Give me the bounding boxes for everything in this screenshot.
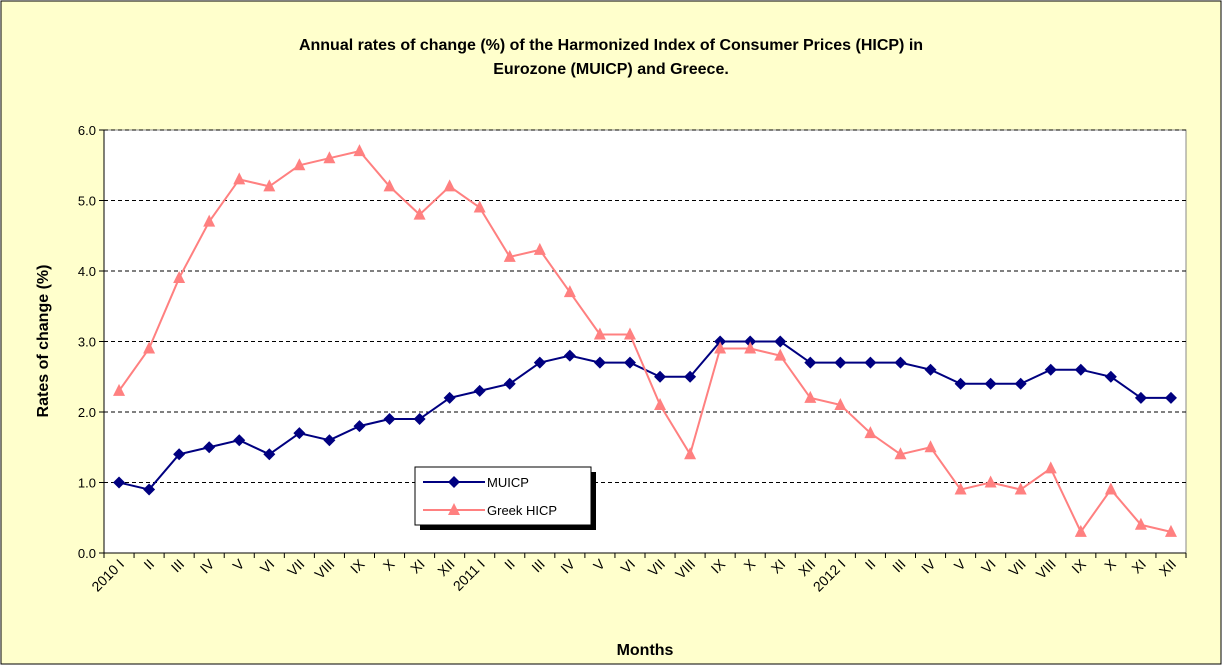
data-point	[1164, 524, 1177, 537]
data-point	[383, 413, 396, 426]
data-point	[1074, 363, 1087, 376]
data-point	[804, 356, 817, 369]
data-point	[383, 179, 396, 192]
data-point	[413, 413, 426, 426]
data-point	[503, 249, 516, 262]
data-point	[143, 341, 156, 354]
data-point	[1164, 391, 1177, 404]
data-point	[293, 427, 306, 440]
data-point	[1074, 524, 1087, 537]
data-point	[774, 348, 787, 361]
data-point	[1134, 391, 1147, 404]
data-point	[443, 391, 456, 404]
data-point	[113, 476, 126, 489]
data-point	[323, 434, 336, 447]
data-point	[864, 426, 877, 439]
data-point	[203, 441, 216, 454]
data-point	[113, 383, 126, 396]
data-point	[954, 482, 967, 495]
data-point	[744, 335, 757, 348]
y-tick-label: 6.0	[78, 123, 96, 138]
data-point	[503, 377, 516, 390]
data-point	[954, 377, 967, 390]
x-axis-label: Months	[617, 642, 674, 659]
data-point	[353, 144, 366, 157]
data-point	[263, 179, 276, 192]
y-tick-label: 5.0	[78, 194, 96, 209]
data-point	[984, 475, 997, 488]
legend-marker	[448, 476, 460, 488]
data-point	[834, 397, 847, 410]
data-point	[654, 397, 667, 410]
data-point	[593, 327, 606, 340]
data-point	[563, 285, 576, 298]
data-point	[714, 335, 727, 348]
data-point	[323, 151, 336, 164]
data-point	[233, 434, 246, 447]
data-point	[864, 356, 877, 369]
data-point	[473, 384, 486, 397]
data-point	[173, 448, 186, 461]
data-point	[714, 341, 727, 354]
data-point	[593, 356, 606, 369]
y-tick-label: 2.0	[78, 405, 96, 420]
y-tick-label: 4.0	[78, 264, 96, 279]
data-point	[1134, 517, 1147, 530]
data-point	[984, 377, 997, 390]
data-point	[894, 356, 907, 369]
data-point	[353, 420, 366, 433]
data-point	[263, 448, 276, 461]
data-point	[203, 214, 216, 227]
data-point	[473, 200, 486, 213]
data-point	[894, 447, 907, 460]
data-point	[533, 242, 546, 255]
data-point	[173, 271, 186, 284]
data-point	[413, 207, 426, 220]
y-tick-label: 1.0	[78, 476, 96, 491]
data-point	[443, 179, 456, 192]
data-point	[1014, 482, 1027, 495]
data-point	[654, 370, 667, 383]
legend-marker	[448, 503, 460, 515]
legend	[414, 466, 592, 526]
data-point	[563, 349, 576, 362]
data-point	[623, 356, 636, 369]
y-axis-label: Rates of change (%)	[35, 265, 52, 418]
data-point	[1104, 370, 1117, 383]
data-point	[1044, 363, 1057, 376]
data-point	[774, 335, 787, 348]
data-point	[744, 341, 757, 354]
data-point	[293, 158, 306, 171]
chart-title: Annual rates of change (%) of the Harmon…	[298, 37, 924, 78]
data-point	[1014, 377, 1027, 390]
y-tick-label: 3.0	[78, 335, 96, 350]
data-point	[533, 356, 546, 369]
data-point	[684, 370, 697, 383]
data-point	[143, 483, 156, 496]
legend-label: MUICP	[487, 475, 529, 490]
data-point	[834, 356, 847, 369]
legend-label: Greek HICP	[487, 503, 557, 518]
data-point	[233, 172, 246, 185]
data-point	[1104, 482, 1117, 495]
data-point	[623, 327, 636, 340]
data-point	[804, 390, 817, 403]
y-tick-label: 0.0	[78, 546, 96, 561]
data-point	[1044, 461, 1057, 474]
data-point	[924, 440, 937, 453]
data-point	[924, 363, 937, 376]
data-point	[684, 447, 697, 460]
